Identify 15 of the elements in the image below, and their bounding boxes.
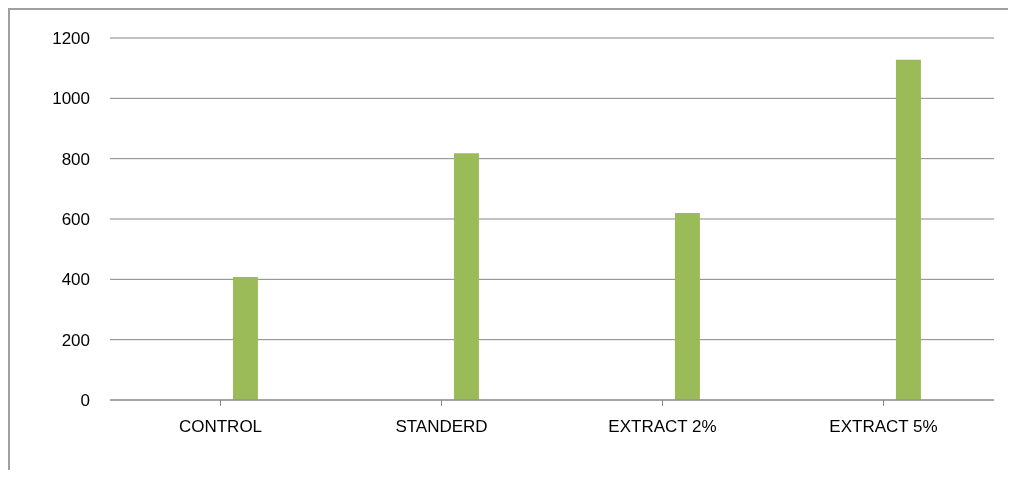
x-tick-label: EXTRACT 5%	[829, 417, 938, 437]
bar	[895, 59, 921, 400]
bar	[453, 153, 479, 400]
bar	[232, 276, 258, 400]
y-tick-label: 400	[61, 270, 90, 290]
y-tick-label: 200	[61, 330, 90, 350]
bar	[674, 212, 700, 400]
y-tick-label: 0	[80, 391, 90, 411]
x-tick-label: STANDERD	[395, 417, 488, 437]
y-tick-label: 1000	[52, 89, 90, 109]
x-tick-label: CONTROL	[178, 417, 263, 437]
x-tick-label: EXTRACT 2%	[608, 417, 717, 437]
y-tick-label: 600	[61, 210, 90, 230]
y-tick-label: 1200	[52, 29, 90, 49]
y-tick-label: 800	[61, 149, 90, 169]
